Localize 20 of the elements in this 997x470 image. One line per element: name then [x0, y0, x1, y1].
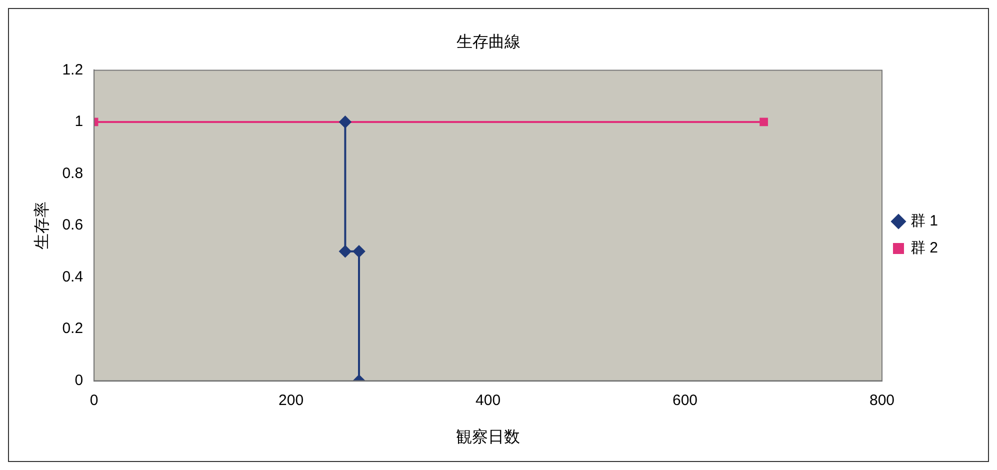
- y-tick-label: 0.4: [62, 268, 84, 286]
- y-tick-label: 1: [74, 113, 84, 130]
- y-tick-label: 1.2: [62, 61, 84, 78]
- x-tick-label: 400: [476, 392, 501, 409]
- x-tick-label: 200: [278, 392, 304, 409]
- legend-label: 群 2: [910, 240, 938, 257]
- y-tick-label: 0.6: [62, 216, 84, 234]
- legend-label: 群 1: [910, 212, 938, 230]
- point: [352, 245, 365, 258]
- x-tick-label: 0: [90, 392, 98, 409]
- y-tick-label: 0: [74, 372, 84, 389]
- x-tick-label: 800: [869, 392, 895, 409]
- y-tick-label: 0.2: [62, 320, 84, 338]
- y-axis-title: 生存率: [33, 202, 52, 250]
- x-tick-label: 600: [672, 392, 698, 409]
- x-axis-title: 観察日数: [456, 428, 520, 446]
- y-tick-label: 0.8: [62, 164, 84, 182]
- point: [339, 245, 352, 258]
- point: [339, 116, 352, 128]
- chart-title: 生存曲線: [456, 33, 520, 52]
